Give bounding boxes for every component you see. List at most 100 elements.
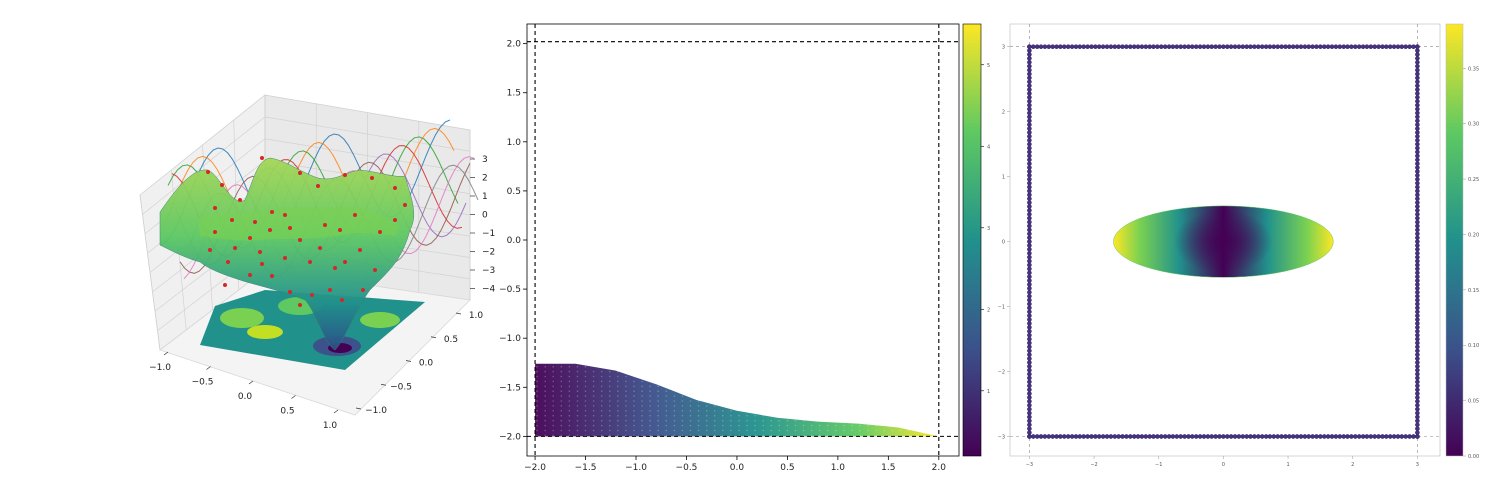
surface-body: [159, 157, 415, 351]
boundary-point: [1279, 44, 1284, 50]
region-point: [633, 429, 635, 432]
boundary-point: [1027, 52, 1032, 57]
region-point: [738, 424, 740, 427]
region-point: [592, 434, 595, 437]
region-point: [705, 414, 708, 417]
region-point: [568, 375, 571, 378]
scatter-point: [270, 210, 274, 214]
boundary-point: [1267, 434, 1273, 439]
region-point: [584, 395, 587, 397]
region-point: [544, 405, 546, 407]
y-tick-label: 0.0: [507, 236, 522, 246]
boundary-point: [1155, 434, 1160, 439]
region-point: [843, 424, 845, 427]
boundary-point: [1027, 317, 1032, 322]
boundary-point: [1399, 44, 1405, 50]
region-point: [754, 429, 756, 432]
boundary-point: [1027, 99, 1032, 104]
boundary-point: [1027, 289, 1032, 295]
boundary-point: [1415, 75, 1420, 81]
scatter-point: [298, 303, 302, 307]
region-point: [754, 414, 756, 417]
boundary-point: [1263, 434, 1269, 439]
boundary-point: [1027, 391, 1032, 396]
region-point: [536, 395, 538, 397]
region-point: [754, 419, 756, 422]
region-point: [584, 385, 587, 388]
boundary-point: [1345, 44, 1350, 50]
boundary-point: [1415, 414, 1420, 420]
boundary-point: [1415, 176, 1420, 182]
region-point: [794, 424, 797, 427]
boundary-point: [1376, 434, 1381, 439]
region-point: [762, 434, 764, 437]
boundary-point: [1027, 223, 1032, 229]
y-tick-label: −1: [998, 305, 1005, 311]
region-point: [649, 405, 651, 407]
region-point: [536, 429, 538, 432]
region-point: [673, 434, 676, 437]
boundary-point: [1131, 434, 1137, 439]
boundary-point: [1415, 106, 1420, 112]
boundary-point: [1240, 434, 1246, 439]
region-point: [609, 434, 611, 437]
boundary-point: [1279, 434, 1284, 439]
region-point: [633, 434, 635, 437]
region-point: [617, 405, 619, 407]
x-tick-label: 0: [1222, 462, 1225, 468]
region-point: [770, 429, 773, 432]
region-point: [625, 429, 627, 432]
boundary-point: [1415, 317, 1420, 322]
boundary-point: [1155, 44, 1160, 50]
scatter-point: [213, 230, 217, 234]
region-point: [560, 405, 563, 407]
region-point: [665, 390, 668, 393]
boundary-point: [1415, 114, 1420, 120]
y-tick-label: −1.5: [499, 383, 521, 393]
region-point: [705, 419, 708, 422]
region-point: [907, 434, 910, 437]
boundary-point: [1104, 44, 1110, 50]
boundary-point: [1391, 434, 1397, 439]
region-point: [657, 390, 659, 393]
scatter-point: [288, 290, 292, 294]
boundary-point: [1314, 434, 1319, 439]
boundary-point: [1027, 309, 1032, 315]
boundary-point: [1182, 44, 1187, 50]
boundary-point: [1415, 204, 1420, 209]
boundary-point: [1294, 44, 1300, 50]
scatter-point: [223, 283, 227, 287]
region-point: [544, 370, 546, 373]
region-point: [705, 434, 708, 437]
colored-region: [535, 363, 939, 437]
boundary-point: [1415, 434, 1420, 439]
region-point: [681, 419, 684, 422]
boundary-point: [1415, 165, 1420, 170]
region-point: [544, 419, 546, 422]
region-point: [835, 434, 837, 437]
region-point: [584, 375, 587, 378]
region-point: [600, 380, 603, 383]
ellipse-core: [1173, 209, 1273, 274]
boundary-point: [1069, 44, 1075, 50]
boundary-point: [1407, 434, 1412, 439]
region-point: [762, 424, 764, 427]
boundary-point: [1221, 44, 1226, 50]
scatter-point: [373, 268, 377, 272]
boundary-point: [1415, 231, 1420, 237]
region-point: [665, 419, 668, 422]
region-point: [633, 419, 635, 422]
boundary-point: [1135, 434, 1141, 439]
z-axis-ticks: 3 2 1 0 −1 −2 −3 −4: [470, 155, 496, 295]
boundary-point: [1341, 434, 1346, 439]
boundary-point: [1259, 434, 1265, 439]
boundary-point: [1329, 44, 1335, 50]
boundary-point: [1275, 44, 1280, 50]
region-point: [705, 429, 708, 432]
boundary-point: [1197, 434, 1203, 439]
y-tick-label: −1.0: [365, 406, 387, 416]
region-point: [883, 434, 886, 437]
region-point: [576, 414, 579, 417]
region-point: [592, 405, 595, 407]
x-tick-label: −1.0: [149, 363, 171, 373]
